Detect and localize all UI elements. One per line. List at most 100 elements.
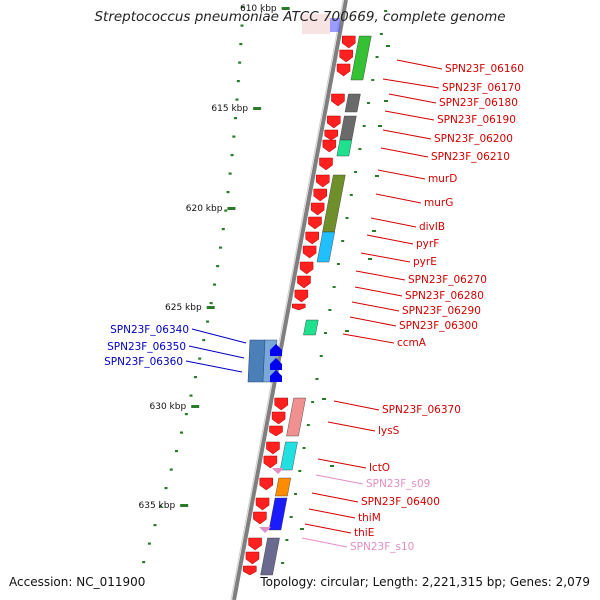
label-leader-line	[397, 60, 442, 69]
gene-arrow[interactable]	[260, 478, 273, 490]
gene-label[interactable]: SPN23F_06350	[107, 341, 186, 353]
label-leader-line	[334, 401, 379, 410]
label-leader-line	[389, 94, 436, 103]
tick-dots	[142, 6, 244, 563]
gene-label[interactable]: murD	[428, 173, 457, 185]
gene-label[interactable]: SPN23F_s10	[350, 541, 414, 553]
gene-block[interactable]	[261, 538, 280, 575]
reverse-features	[248, 340, 282, 382]
gene-arrow[interactable]	[300, 262, 313, 274]
label-leader-line	[350, 317, 396, 326]
label-leader-line	[318, 459, 366, 468]
gene-arrow[interactable]	[323, 140, 336, 152]
gene-block[interactable]	[275, 478, 290, 496]
tick-dot	[180, 432, 183, 434]
tick-dot	[210, 302, 213, 304]
gene-label[interactable]: SPN23F_06300	[399, 320, 478, 332]
inner-dot	[315, 378, 318, 380]
kbp-tick-mark	[253, 107, 261, 110]
tick-dot	[194, 376, 197, 378]
gene-arrow[interactable]	[320, 158, 333, 170]
label-leader-line	[378, 170, 425, 179]
gene-label[interactable]: SPN23F_06200	[434, 133, 513, 145]
gene-arrow[interactable]	[306, 232, 319, 244]
tick-dot	[175, 450, 178, 452]
genome-map-canvas: 610 kbp615 kbp620 kbp625 kbp630 kbp635 k…	[0, 0, 600, 600]
gene-arrow[interactable]	[303, 246, 316, 258]
gene-label[interactable]: SPN23F_06340	[110, 324, 189, 336]
label-leader-line	[309, 509, 355, 518]
gene-block[interactable]	[340, 116, 357, 140]
gene-label[interactable]: thiE	[354, 527, 374, 539]
gene-arrow[interactable]	[314, 189, 327, 201]
gene-block[interactable]	[280, 442, 297, 470]
gene-block[interactable]	[248, 340, 265, 382]
gene-arrow[interactable]	[253, 512, 266, 524]
rna-mark[interactable]	[272, 468, 284, 474]
gene-arrow[interactable]	[246, 552, 259, 564]
gene-label[interactable]: pyrF	[416, 238, 439, 250]
gene-arrow[interactable]	[269, 426, 282, 436]
gene-arrow[interactable]	[295, 290, 308, 302]
gene-label[interactable]: lctO	[369, 462, 390, 474]
gene-label[interactable]: SPN23F_06190	[437, 114, 516, 126]
kbp-tick-label: 630 kbp	[150, 402, 187, 412]
label-leader-line	[367, 235, 413, 244]
gene-label[interactable]: SPN23F_06180	[439, 97, 518, 109]
gene-arrow[interactable]	[275, 398, 288, 410]
gene-block[interactable]	[286, 398, 305, 436]
gene-arrow[interactable]	[337, 64, 350, 76]
label-leader-line	[328, 422, 375, 431]
inner-dot	[333, 286, 336, 288]
gene-label[interactable]: SPN23F_06370	[382, 404, 461, 416]
gene-block[interactable]	[345, 94, 360, 112]
gene-arrow[interactable]	[272, 412, 285, 424]
label-leader-line	[381, 148, 428, 157]
gene-label[interactable]: thiM	[358, 512, 381, 524]
gene-block[interactable]	[337, 140, 352, 156]
gene-arrow[interactable]	[327, 116, 340, 128]
label-leader-line	[305, 524, 351, 533]
gene-arrow[interactable]	[308, 217, 321, 229]
tick-dot	[213, 284, 216, 286]
gene-block[interactable]	[303, 320, 318, 335]
gene-arrow[interactable]	[311, 203, 324, 215]
gene-arrow[interactable]	[249, 538, 262, 550]
gene-arrow[interactable]	[340, 50, 353, 62]
gene-label[interactable]: pyrE	[413, 256, 437, 268]
gene-label[interactable]: divIB	[419, 221, 445, 233]
gene-arrow[interactable]	[342, 36, 355, 48]
gene-arrow[interactable]	[316, 175, 329, 187]
inner-dot	[320, 355, 323, 357]
gene-label[interactable]: ccmA	[397, 337, 427, 349]
gene-label[interactable]: SPN23F_06210	[431, 151, 510, 163]
gene-label[interactable]: lysS	[378, 425, 400, 437]
gene-arrow[interactable]	[331, 94, 344, 106]
gene-label[interactable]: SPN23F_06160	[445, 63, 524, 75]
gene-label[interactable]: SPN23F_s09	[366, 478, 430, 490]
reverse-gene-labels: SPN23F_06340 SPN23F_06350 SPN23F_06360	[104, 324, 246, 372]
gene-arrow[interactable]	[297, 276, 310, 288]
gene-block[interactable]	[269, 498, 287, 530]
gene-label[interactable]: murG	[424, 197, 453, 209]
gene-arrow[interactable]	[325, 130, 338, 140]
inner-dot	[303, 447, 306, 449]
label-leader-line	[383, 79, 439, 88]
gene-label[interactable]: SPN23F_06170	[442, 82, 521, 94]
kbp-tick-label: 620 kbp	[186, 204, 223, 214]
gene-label[interactable]: SPN23F_06280	[405, 290, 484, 302]
gene-block[interactable]	[317, 232, 335, 262]
gene-arrow[interactable]	[256, 498, 269, 510]
gene-label[interactable]: SPN23F_06270	[408, 274, 487, 286]
label-leader-line	[361, 253, 410, 262]
inner-dot	[367, 102, 370, 104]
gene-label[interactable]: SPN23F_06290	[402, 305, 481, 317]
gene-label[interactable]: SPN23F_06360	[104, 356, 183, 368]
gene-arrow[interactable]	[264, 456, 277, 468]
gene-label[interactable]: SPN23F_06400	[361, 496, 440, 508]
backbone-shadow	[231, 0, 343, 600]
gene-arrow[interactable]	[243, 566, 256, 575]
gene-arrow[interactable]	[292, 304, 305, 310]
gene-arrow[interactable]	[266, 442, 279, 454]
edge-dash	[375, 175, 379, 177]
